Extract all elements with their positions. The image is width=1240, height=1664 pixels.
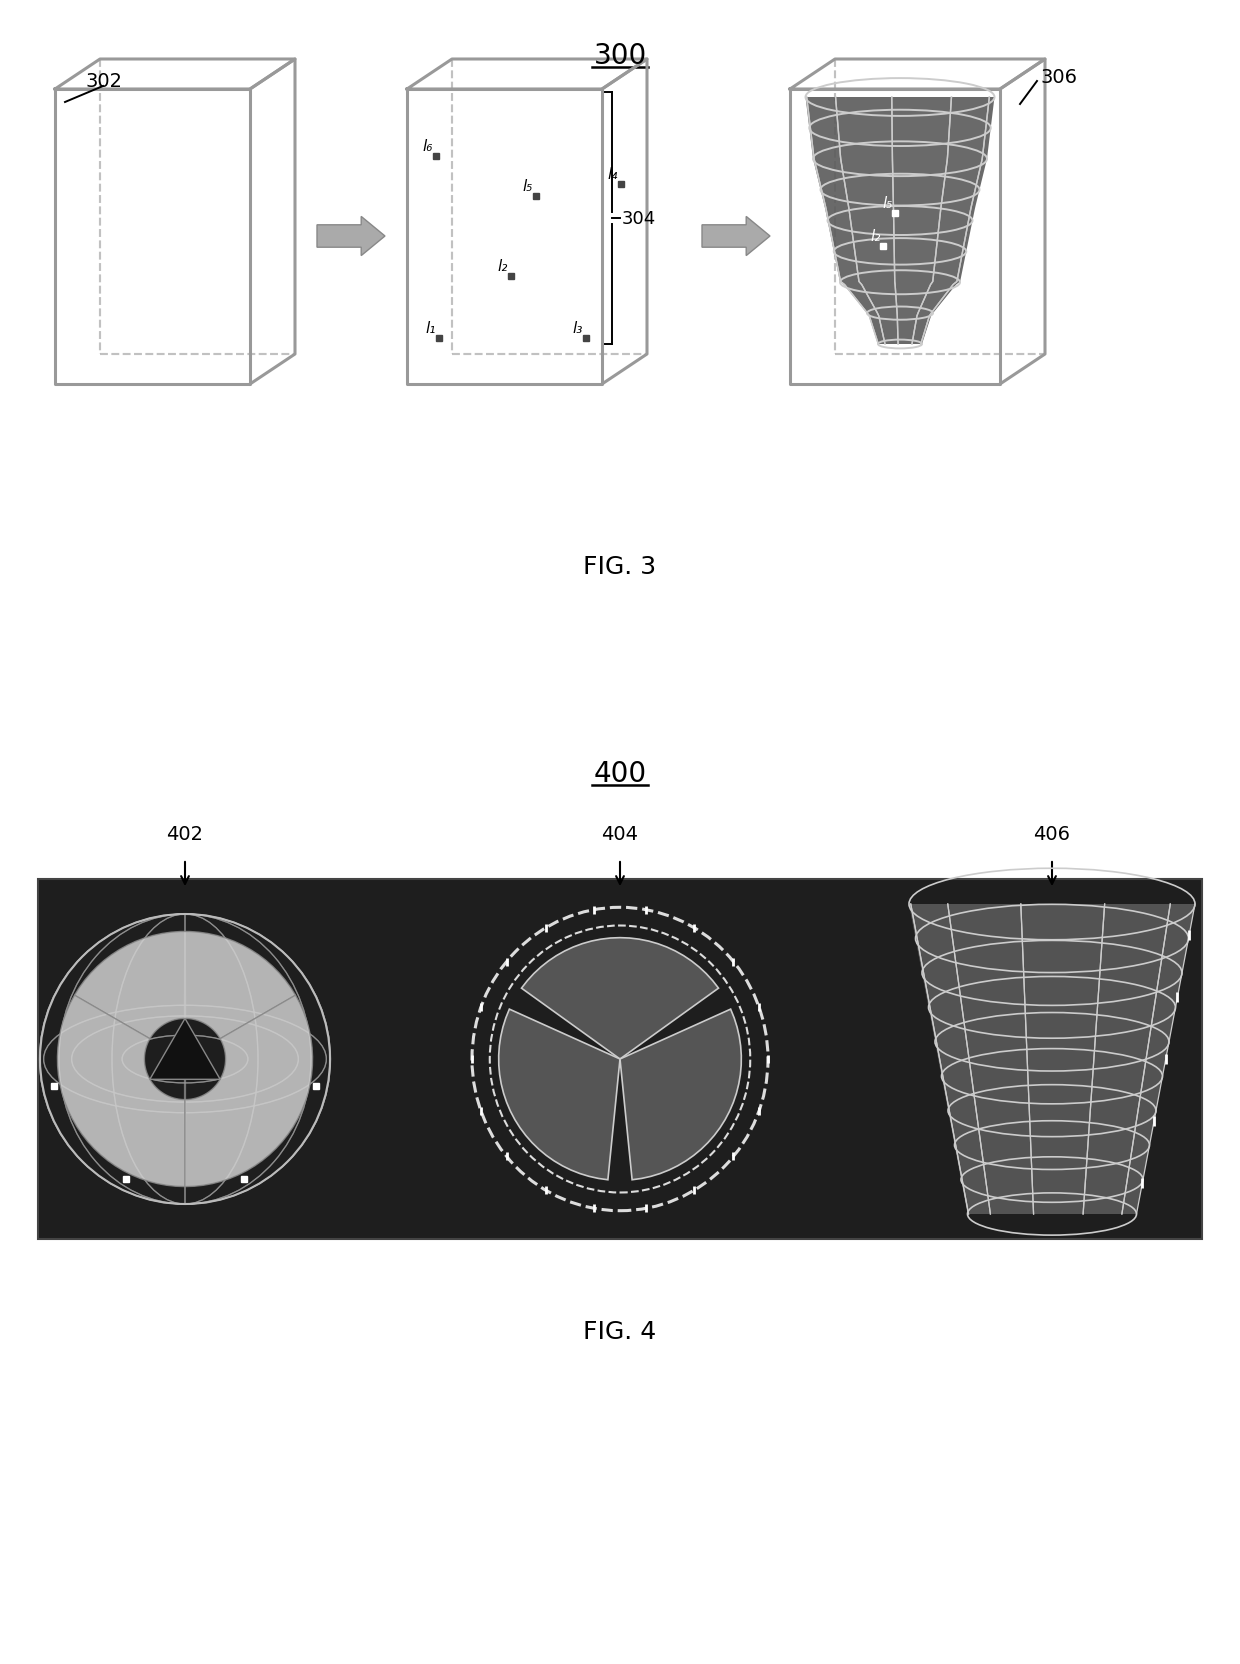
Text: l₁: l₁ — [425, 321, 435, 336]
Polygon shape — [702, 218, 770, 256]
Polygon shape — [57, 995, 185, 1186]
Polygon shape — [317, 218, 384, 256]
Text: 402: 402 — [166, 824, 203, 844]
Text: 406: 406 — [1033, 824, 1070, 844]
Text: l₃: l₃ — [572, 321, 583, 336]
Text: l₅: l₅ — [882, 195, 893, 210]
Text: FIG. 4: FIG. 4 — [583, 1320, 657, 1343]
Polygon shape — [806, 98, 994, 344]
Text: l₅: l₅ — [522, 180, 532, 195]
Text: FIG. 3: FIG. 3 — [584, 554, 656, 579]
Text: l₂: l₂ — [870, 230, 880, 245]
Polygon shape — [74, 932, 295, 1038]
Text: l₄: l₄ — [608, 166, 618, 181]
Text: l₆: l₆ — [422, 138, 433, 153]
Polygon shape — [185, 995, 312, 1186]
Text: l₁: l₁ — [799, 306, 808, 321]
Text: 404: 404 — [601, 824, 639, 844]
Polygon shape — [909, 905, 1195, 1215]
Text: 300: 300 — [594, 42, 646, 70]
Text: 400: 400 — [594, 759, 646, 787]
Polygon shape — [620, 1010, 742, 1180]
Text: l₄: l₄ — [1008, 161, 1018, 176]
Text: 306: 306 — [1040, 68, 1078, 87]
Bar — [38, 880, 1202, 1240]
Text: 304: 304 — [622, 210, 656, 228]
Text: l₃: l₃ — [1008, 306, 1018, 321]
Text: l₆: l₆ — [795, 146, 805, 161]
Text: l₂: l₂ — [497, 260, 507, 275]
Text: 302: 302 — [86, 72, 122, 92]
Polygon shape — [150, 1018, 221, 1080]
Polygon shape — [498, 1010, 620, 1180]
Polygon shape — [522, 938, 718, 1060]
